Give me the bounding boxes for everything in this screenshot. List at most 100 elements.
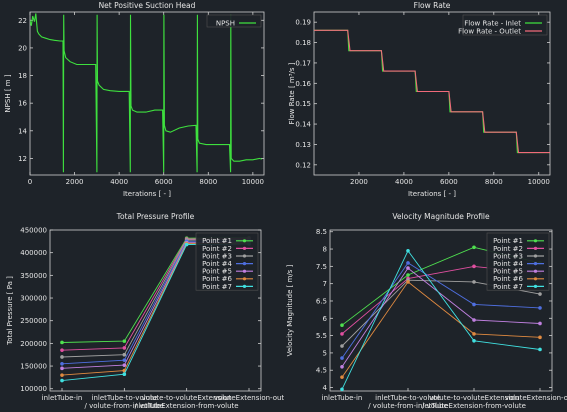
plot-frame <box>329 229 553 392</box>
x-tick-label: 10000 <box>528 178 550 186</box>
x-tick-label: voluteExtension-out <box>214 394 285 402</box>
x-tick-label: inletTube-to-volute <box>92 394 158 402</box>
legend-label: Point #6 <box>493 275 523 283</box>
legend-label: Point #5 <box>493 268 523 276</box>
data-point <box>60 355 64 359</box>
data-point <box>60 366 64 371</box>
chart-2: Flow Rate 0.12 0.13 0.14 0.15 0.16 0.17 0.18 0.1… <box>288 1 551 198</box>
chart-title: Velocity Magnitude Profile <box>392 212 490 221</box>
legend-label: Point #2 <box>202 245 232 253</box>
chart-4: Velocity Magnitude Profile 4 4.5 5 5.5 6 6.5 7 7… <box>286 212 567 410</box>
data-point <box>122 339 127 343</box>
legend-marker <box>242 254 247 258</box>
y-tick-label: 16 <box>18 100 27 108</box>
chart-title: Total Pressure Profile <box>116 212 195 221</box>
legend-marker <box>533 277 538 281</box>
legend-label: Point #1 <box>202 237 232 245</box>
data-point <box>538 335 542 340</box>
y-tick-label: 5.5 <box>316 332 327 340</box>
legend-label: NPSH <box>216 19 235 27</box>
x-tick-label: / volute-from-inletTube <box>368 402 448 410</box>
y-tick-label: 0.17 <box>295 59 311 67</box>
data-point <box>472 302 476 307</box>
y-tick-label: 0.16 <box>295 80 311 88</box>
y-tick-label: 6.5 <box>316 297 327 305</box>
y-tick-label: 0.19 <box>295 19 311 27</box>
legend-label: Flow Rate - Inlet <box>464 19 521 27</box>
data-point <box>472 245 476 250</box>
chart-3: Total Pressure Profile 100000 150000 200000… <box>6 212 284 410</box>
data-point <box>472 332 476 336</box>
data-point <box>538 321 542 326</box>
data-point <box>406 280 410 284</box>
chart-title: Net Positive Suction Head <box>99 1 196 10</box>
legend-marker <box>242 269 247 273</box>
data-point <box>406 266 410 270</box>
y-tick-label: 4 <box>323 384 328 392</box>
y-axis-label: Total Pressure [ Pa ] <box>6 276 14 346</box>
x-tick-label: 4000 <box>110 178 128 186</box>
x-tick-label: 6000 <box>440 178 458 186</box>
series-line-4 <box>341 262 541 359</box>
data-point <box>340 332 344 336</box>
y-tick-label: 0.15 <box>295 100 311 108</box>
data-point <box>538 306 542 310</box>
data-point <box>340 364 344 369</box>
legend-marker <box>242 239 247 243</box>
legend-marker <box>242 277 247 281</box>
series-line-2 <box>314 29 550 154</box>
y-tick-label: 5 <box>323 349 327 357</box>
y-tick-label: 18 <box>18 72 27 80</box>
legend-label: Point #5 <box>202 268 232 276</box>
legend-marker <box>533 254 538 258</box>
x-tick-label: / voluteExtension-from-volute <box>135 402 239 410</box>
y-tick-label: 14 <box>18 127 27 135</box>
legend-label: Point #4 <box>493 260 523 268</box>
x-tick-label: inletTube-in <box>42 394 83 402</box>
legend-box <box>486 232 550 291</box>
data-point <box>122 346 127 350</box>
y-tick-label: 8 <box>323 246 327 254</box>
plot-frame <box>29 11 265 176</box>
y-tick-label: 22 <box>18 17 27 25</box>
series-line-7 <box>341 249 541 390</box>
y-tick-label: 7 <box>323 280 327 288</box>
data-point <box>122 372 127 377</box>
y-tick-label: 4.5 <box>316 367 327 375</box>
y-axis-label: Velocity Magnitude [ m/s ] <box>286 264 294 356</box>
data-point <box>340 375 344 379</box>
legend-marker <box>533 269 538 273</box>
chart-1: Net Positive Suction Head 12 14 16 18 20 22 0 20… <box>4 1 265 198</box>
legend-label: Point #4 <box>202 260 232 268</box>
legend-label: Point #6 <box>202 275 232 283</box>
y-tick-label: 12 <box>18 155 27 163</box>
data-point <box>472 338 476 343</box>
data-point <box>60 373 64 377</box>
legend-box <box>462 14 548 36</box>
y-tick-label: 450000 <box>20 227 47 235</box>
data-point <box>340 356 344 360</box>
legend-label: Point #3 <box>493 252 523 260</box>
x-tick-label: 4000 <box>395 178 413 186</box>
legend-label: Point #2 <box>493 245 523 253</box>
plot-frame <box>313 11 551 176</box>
legend-marker <box>533 284 538 288</box>
y-tick-label: 250000 <box>20 317 47 325</box>
y-tick-label: 400000 <box>20 249 47 257</box>
y-tick-label: 6 <box>323 315 328 323</box>
data-point <box>340 344 344 348</box>
data-point <box>538 292 542 296</box>
y-tick-label: 300000 <box>20 295 47 303</box>
y-tick-label: 150000 <box>20 363 47 371</box>
y-tick-label: 0.12 <box>295 161 311 169</box>
chart-title: Flow Rate <box>414 1 451 10</box>
legend-label: Point #3 <box>202 252 232 260</box>
x-tick-label: 2000 <box>66 178 84 186</box>
x-tick-label: 10000 <box>242 178 264 186</box>
data-point <box>406 273 410 277</box>
x-axis-label: Iterations [ - ] <box>408 190 456 198</box>
y-tick-label: 8.5 <box>316 228 327 236</box>
data-point <box>472 280 476 284</box>
